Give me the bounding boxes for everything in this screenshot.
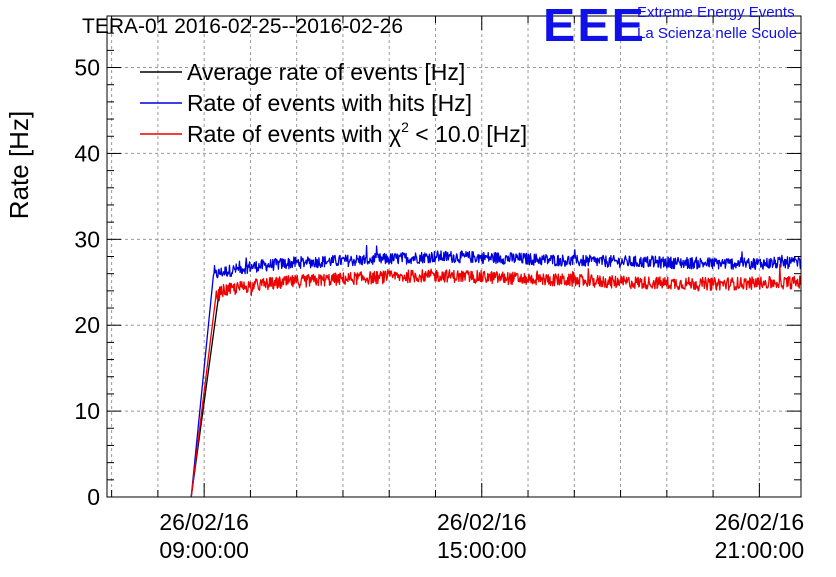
legend-label-2: Rate of events with hits [Hz] — [187, 90, 472, 116]
eee-logo: EEE — [543, 0, 646, 51]
logo-line-1: Extreme Energy Events — [637, 4, 795, 21]
x-tick-label-time: 21:00:00 — [715, 537, 805, 563]
legend-label-text: Rate of events with χ — [187, 121, 401, 147]
legend-label-text: Average rate of events [Hz] — [187, 59, 465, 85]
legend-label-superscript: 2 — [401, 119, 409, 135]
legend-label-text: Rate of events with hits [Hz] — [187, 90, 472, 116]
x-tick-label-date: 26/02/16 — [715, 509, 805, 535]
y-tick-label: 40 — [74, 140, 100, 166]
series-line-3 — [190, 263, 802, 498]
grid — [107, 16, 801, 497]
logo-line-2: La Scienza nelle Scuole — [637, 25, 798, 42]
axes: 0102030405026/02/1609:00:0026/02/1615:00… — [74, 15, 805, 563]
y-axis-label: Rate [Hz] — [4, 111, 34, 219]
x-tick-label-date: 26/02/16 — [437, 509, 527, 535]
series-line-2 — [190, 245, 802, 498]
y-tick-label: 50 — [74, 55, 100, 81]
y-tick-label: 20 — [74, 312, 100, 338]
y-tick-label: 10 — [74, 398, 100, 424]
y-tick-label: 30 — [74, 226, 100, 252]
chart-title: TERA-01 2016-02-25--2016-02-26 — [82, 15, 403, 38]
legend-label-1: Average rate of events [Hz] — [187, 59, 465, 85]
x-tick-label-time: 09:00:00 — [159, 537, 249, 563]
legend-label-3: Rate of events with χ2 < 10.0 [Hz] — [187, 119, 527, 147]
y-tick-label: 0 — [87, 484, 100, 510]
series-layer — [190, 245, 802, 498]
legend-label-suffix: < 10.0 [Hz] — [409, 121, 527, 147]
x-tick-label-time: 15:00:00 — [437, 537, 527, 563]
legend: Average rate of events [Hz] Rate of event… — [140, 59, 527, 147]
x-tick-label-date: 26/02/16 — [159, 509, 249, 535]
